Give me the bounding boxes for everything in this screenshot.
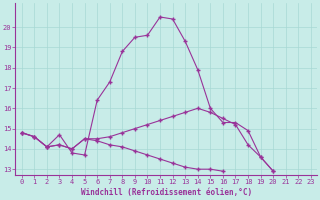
X-axis label: Windchill (Refroidissement éolien,°C): Windchill (Refroidissement éolien,°C): [81, 188, 252, 197]
